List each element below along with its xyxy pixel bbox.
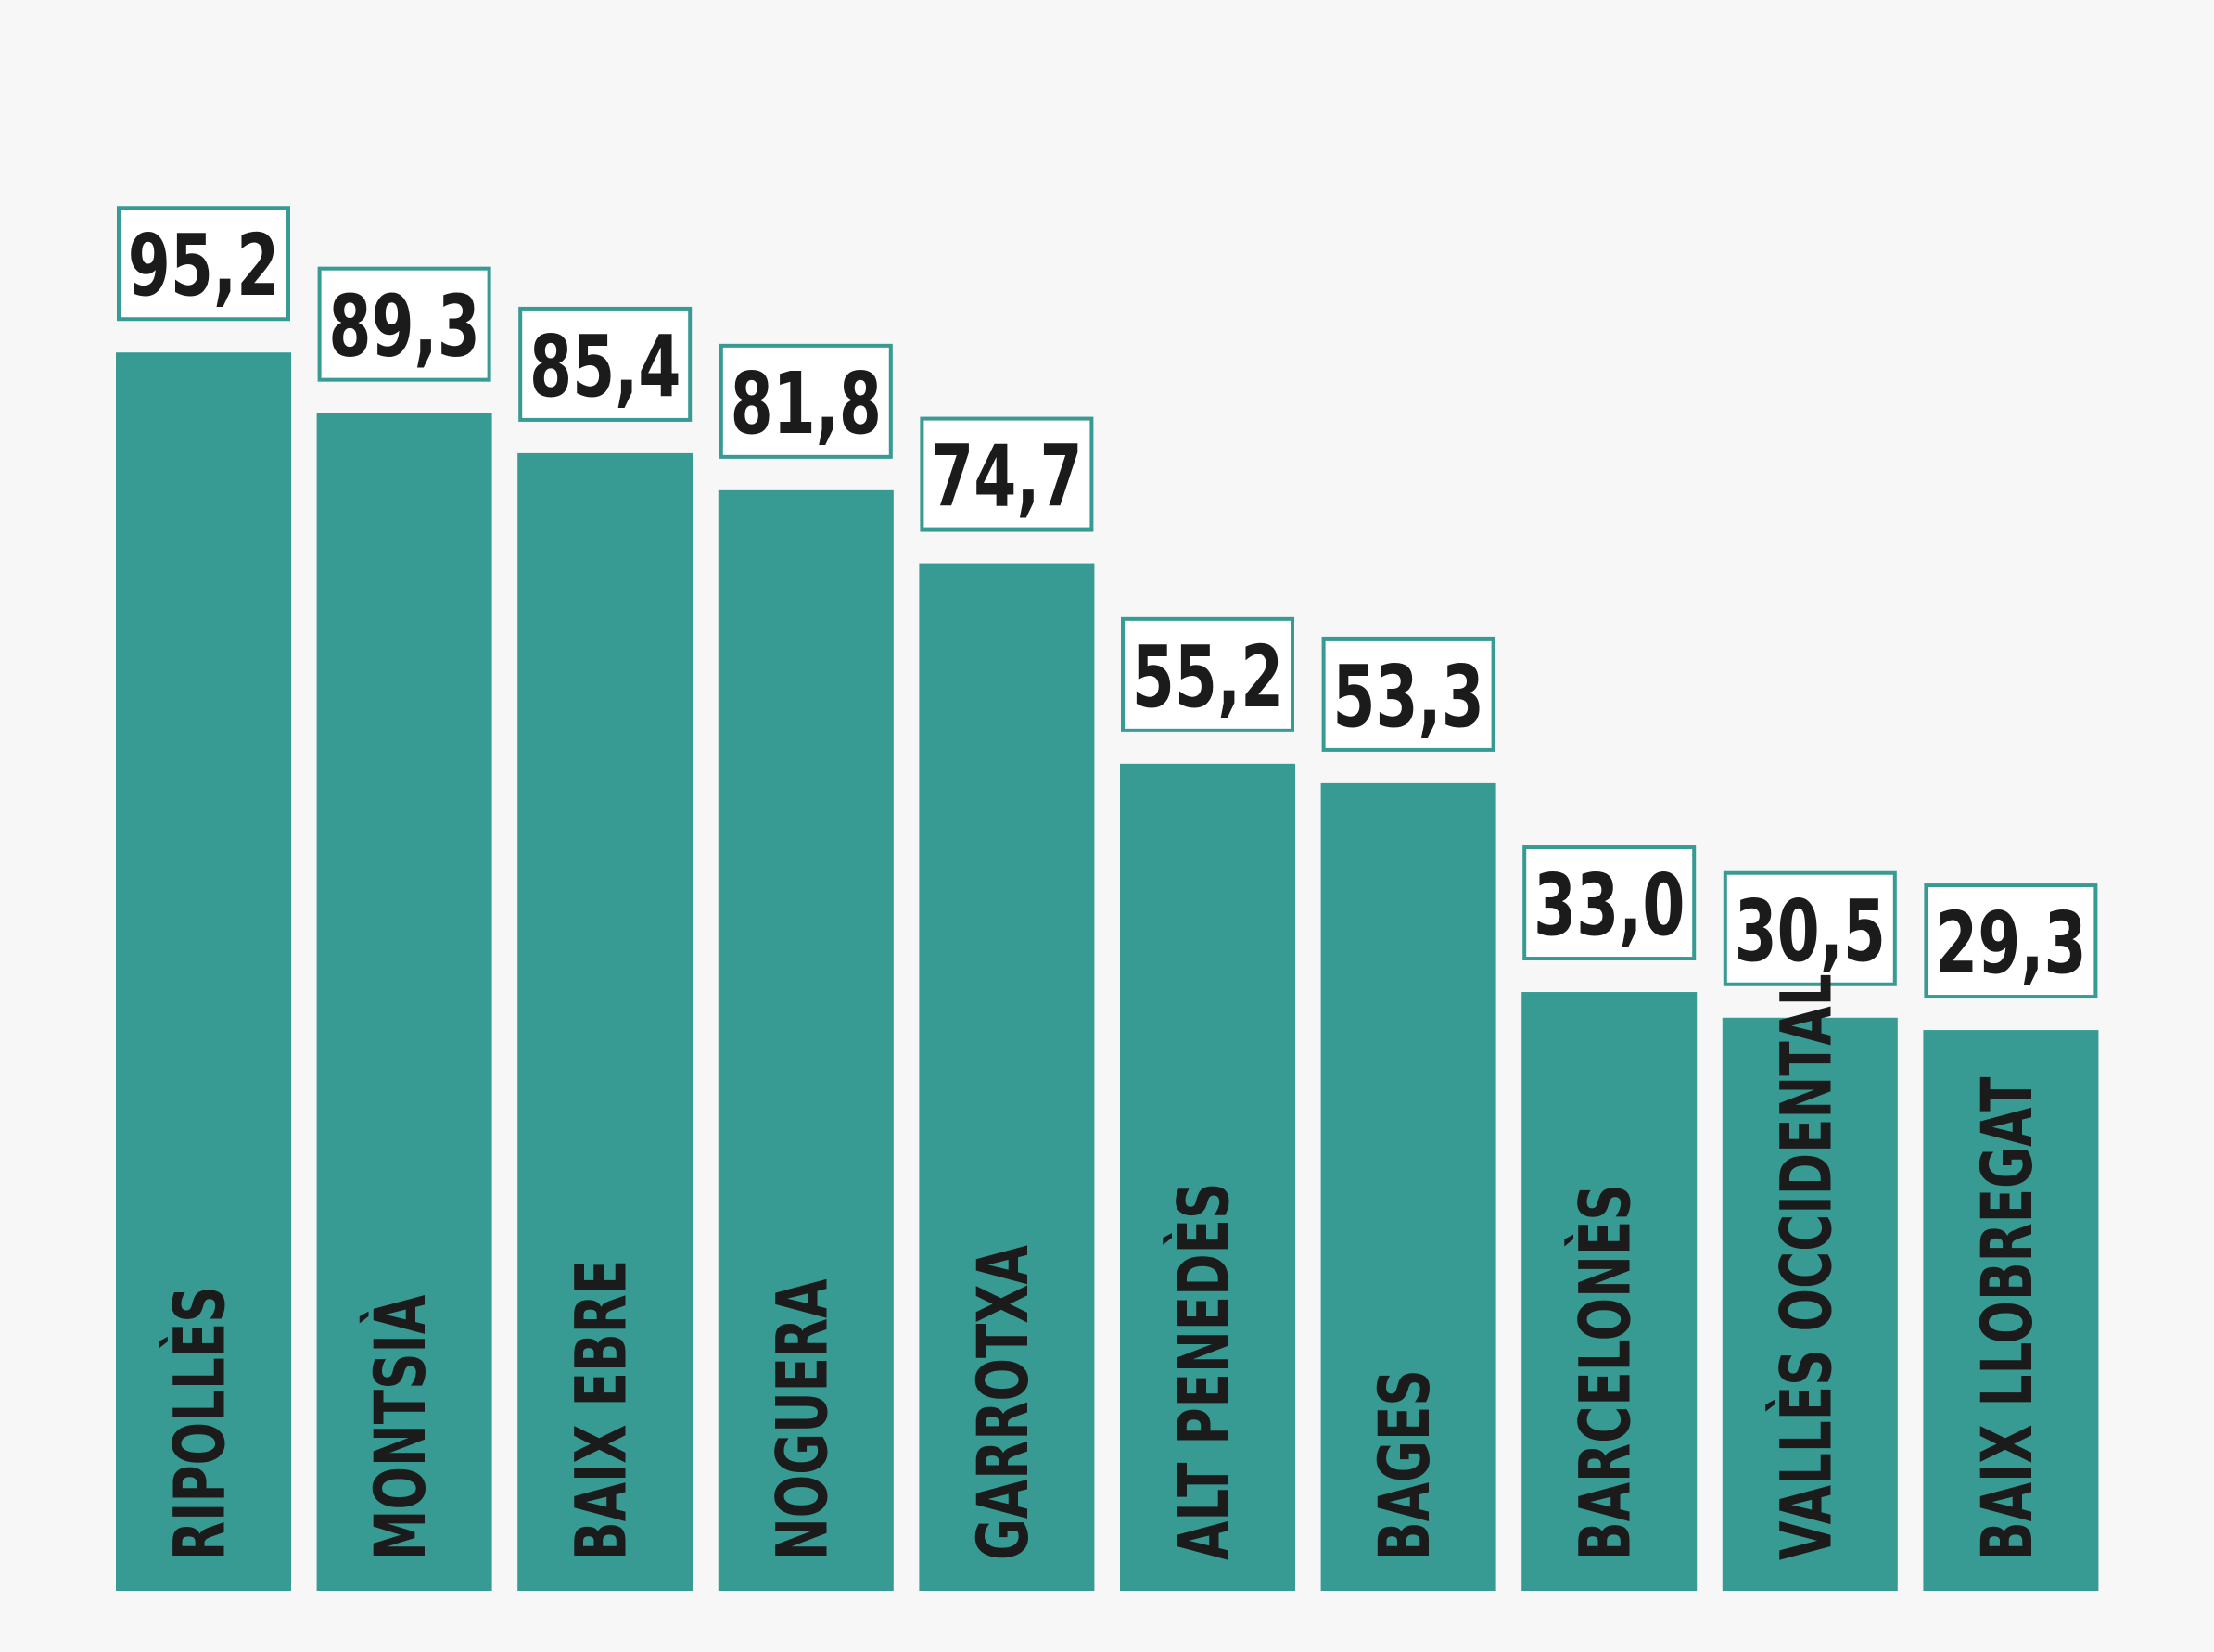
bar [1120, 763, 1295, 1591]
bar [919, 563, 1095, 1591]
category-label: BAIX EBRE [561, 1260, 643, 1560]
bar [1320, 782, 1496, 1591]
value-label-box [117, 206, 290, 322]
bar [116, 352, 291, 1592]
value-label: 55,2 [1132, 628, 1283, 727]
category-label: RIPOLLÈS [158, 1286, 241, 1560]
bar [1521, 992, 1698, 1591]
bar [718, 489, 894, 1591]
category-label: BAIX LLOBREGAT [1966, 1076, 2048, 1560]
value-label: 89,3 [328, 277, 479, 376]
value-label-box [518, 306, 693, 422]
value-label: 30,5 [1735, 882, 1886, 981]
value-label-box [1522, 845, 1697, 961]
category-label: MONTSIÀ [359, 1295, 442, 1560]
category-label: BARCELONÈS [1564, 1184, 1648, 1560]
bar [1923, 1030, 2099, 1591]
value-label: 33,0 [1533, 856, 1685, 955]
value-label-box [1723, 870, 1897, 986]
bar [1722, 1017, 1898, 1591]
value-label: 95,2 [128, 216, 279, 315]
value-label: 53,3 [1332, 647, 1483, 746]
value-label-box [920, 416, 1094, 532]
value-label: 81,8 [731, 354, 882, 453]
category-label: BAGES [1364, 1369, 1445, 1560]
value-label-box [1924, 883, 2098, 999]
value-label-box [317, 266, 491, 382]
value-label-box [1121, 616, 1294, 732]
bar [517, 452, 693, 1591]
category-label: ALT PENEDÈS [1162, 1183, 1245, 1560]
value-label: 74,7 [931, 427, 1082, 527]
value-label-box [1321, 636, 1495, 752]
value-label: 29,3 [1935, 894, 2086, 993]
value-label: 85,4 [529, 317, 681, 416]
bar [316, 413, 492, 1592]
category-label: VALLÈS OCCIDENTAL [1764, 973, 1848, 1560]
category-label: NOGUERA [761, 1278, 843, 1560]
value-label-box [719, 343, 893, 459]
category-label: GARROTXA [962, 1245, 1044, 1560]
